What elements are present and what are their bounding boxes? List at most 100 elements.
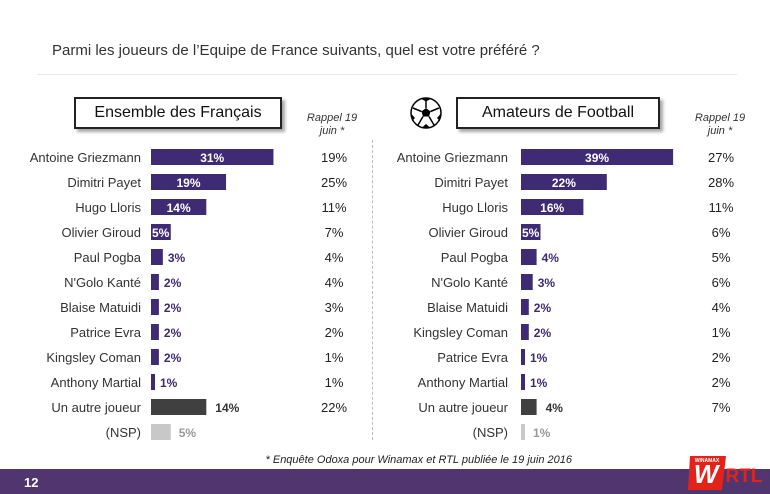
category-label: N'Golo Kanté — [64, 275, 141, 290]
data-label: 4% — [546, 401, 564, 415]
category-label: Anthony Martial — [418, 375, 508, 390]
data-label: 5% — [179, 426, 197, 440]
bar — [521, 424, 525, 440]
rappel-value: 11% — [708, 200, 733, 215]
category-label: Olivier Giroud — [429, 225, 508, 240]
data-label: 2% — [164, 301, 182, 315]
bar — [521, 374, 525, 390]
bar — [151, 274, 159, 290]
data-label: 2% — [534, 326, 552, 340]
rappel-value: 22% — [321, 400, 347, 415]
bar — [151, 199, 207, 215]
data-label: 14% — [167, 201, 191, 215]
bar — [151, 299, 159, 315]
category-label: Paul Pogba — [441, 250, 509, 265]
category-label: Paul Pogba — [74, 250, 142, 265]
bar — [521, 299, 529, 315]
header-divider — [37, 74, 737, 75]
data-label: 4% — [542, 251, 560, 265]
category-label: Kingsley Coman — [413, 325, 508, 340]
rappel-value: 4% — [325, 275, 344, 290]
footnote: * Enquête Odoxa pour Winamax et RTL publ… — [265, 454, 572, 466]
category-label: Patrice Evra — [437, 350, 509, 365]
bar — [521, 399, 537, 415]
category-label: Dimitri Payet — [434, 175, 508, 190]
winamax-rtl-logo: W WINAMAX RTL — [688, 456, 763, 490]
category-label: Antoine Griezmann — [30, 150, 141, 165]
data-label: 22% — [552, 176, 576, 190]
category-label: N'Golo Kanté — [431, 275, 508, 290]
data-label: 2% — [164, 351, 182, 365]
data-label: 2% — [164, 326, 182, 340]
category-label: Blaise Matuidi — [427, 300, 508, 315]
data-label: 31% — [200, 151, 224, 165]
data-label: 5% — [522, 226, 540, 240]
data-label: 19% — [177, 176, 201, 190]
data-label: 14% — [215, 401, 239, 415]
rappel-value: 1% — [325, 350, 344, 365]
rappel-value: 5% — [712, 250, 731, 265]
category-label: (NSP) — [106, 425, 141, 440]
panel-title-amateurs: Amateurs de Football — [456, 97, 660, 129]
data-label: 2% — [534, 301, 552, 315]
rappel-value: 7% — [325, 225, 344, 240]
category-label: Un autre joueur — [51, 400, 141, 415]
logo-winamax: WINAMAX — [695, 458, 720, 464]
rappel-value: 28% — [708, 175, 734, 190]
bar — [521, 149, 674, 165]
category-label: Un autre joueur — [418, 400, 508, 415]
data-label: 1% — [530, 351, 548, 365]
logo-w: W — [694, 459, 721, 489]
bar — [521, 349, 525, 365]
data-label: 2% — [164, 276, 182, 290]
bar — [521, 199, 584, 215]
rappel-value: 2% — [325, 325, 344, 340]
rappel-header-left: Rappel 19 juin * — [306, 112, 358, 137]
data-label: 1% — [530, 376, 548, 390]
rappel-value: 11% — [321, 200, 346, 215]
rappel-value: 1% — [325, 375, 344, 390]
rappel-value: 4% — [712, 300, 731, 315]
category-label: Anthony Martial — [51, 375, 141, 390]
data-label: 39% — [585, 151, 609, 165]
bar — [151, 249, 163, 265]
bar — [151, 424, 171, 440]
bar — [151, 374, 155, 390]
rappel-header-right: Rappel 19 juin * — [694, 112, 746, 137]
rappel-value: 6% — [712, 275, 731, 290]
bar — [521, 174, 607, 190]
rappel-value: 2% — [712, 350, 731, 365]
question-text: Parmi les joueurs de l’Equipe de France … — [52, 42, 540, 59]
bar — [151, 174, 227, 190]
panel-divider — [372, 140, 374, 440]
category-label: Dimitri Payet — [67, 175, 141, 190]
data-label: 5% — [152, 226, 170, 240]
rappel-value: 19% — [321, 150, 347, 165]
football-icon — [410, 97, 442, 129]
data-label: 3% — [168, 251, 186, 265]
data-label: 16% — [540, 201, 564, 215]
rappel-value: 25% — [321, 175, 347, 190]
bar — [521, 274, 533, 290]
rappel-value: 27% — [708, 150, 734, 165]
rappel-value: 2% — [712, 375, 731, 390]
category-label: Hugo Lloris — [442, 200, 508, 215]
data-label: 1% — [160, 376, 178, 390]
rappel-value: 7% — [712, 400, 731, 415]
data-label: 3% — [538, 276, 556, 290]
bar — [151, 224, 171, 240]
bar — [521, 324, 529, 340]
category-label: Hugo Lloris — [75, 200, 141, 215]
bar — [151, 399, 207, 415]
category-label: Olivier Giroud — [62, 225, 141, 240]
bar — [151, 324, 159, 340]
data-label: 1% — [533, 426, 551, 440]
rappel-value: 3% — [325, 300, 344, 315]
rappel-value: 4% — [325, 250, 344, 265]
rappel-value: 6% — [712, 225, 731, 240]
category-label: Patrice Evra — [70, 325, 142, 340]
bar — [151, 349, 159, 365]
logo-rtl: RTL — [726, 466, 763, 487]
category-label: (NSP) — [473, 425, 508, 440]
rappel-value: 1% — [712, 325, 731, 340]
